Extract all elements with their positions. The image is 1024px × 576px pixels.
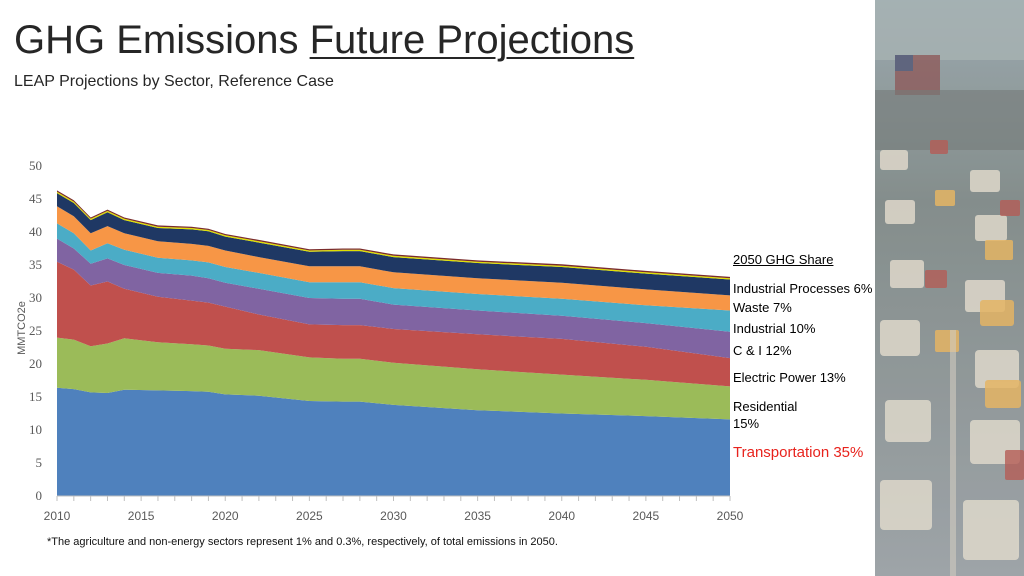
slide-title: GHG Emissions Future Projections <box>14 18 634 63</box>
y-tick-label: 40 <box>29 224 42 239</box>
y-tick-label: 50 <box>29 158 42 173</box>
chart-axes: 2010 2015 2020 2025 2030 2035 2040 2045 20500510… <box>29 158 744 523</box>
legend-item-industrial: Industrial 10% <box>733 321 816 336</box>
y-tick-label: 25 <box>29 323 42 338</box>
y-tick-label: 15 <box>29 389 42 404</box>
legend-item-transportation: Transportation 35% <box>733 444 864 461</box>
x-tick-label: 2015 <box>128 509 155 523</box>
area-industrial-processes <box>57 193 730 296</box>
x-tick-label: 2025 <box>296 509 323 523</box>
legend-item-ci: C & I 12% <box>733 343 792 358</box>
area-transportation <box>57 387 730 496</box>
y-tick-label: 45 <box>29 191 42 206</box>
legend-item-industrial-processes: Industrial Processes 6% <box>733 281 873 296</box>
y-tick-label: 35 <box>29 257 42 272</box>
traffic-photo <box>875 0 1024 576</box>
area-residential <box>57 337 730 420</box>
stacked-area-chart: 2010 2015 2020 2025 2030 2035 2040 2045 20500510… <box>16 158 744 523</box>
x-tick-label: 2030 <box>380 509 407 523</box>
y-tick-label: 20 <box>29 356 42 371</box>
area-industrial <box>57 223 730 332</box>
area-waste <box>57 206 730 311</box>
legend-item-electric-power: Electric Power 13% <box>733 370 846 385</box>
y-axis-label: MMTCO2e <box>16 301 28 355</box>
y-tick-label: 5 <box>36 455 43 470</box>
x-tick-label: 2020 <box>212 509 239 523</box>
area-electric-power <box>57 261 730 387</box>
x-tick-label: 2050 <box>717 509 744 523</box>
x-tick-label: 2040 <box>548 509 575 523</box>
y-tick-label: 0 <box>36 488 43 503</box>
title-underlined: Future Projections <box>309 18 635 62</box>
legend-item-waste: Waste 7% <box>733 300 792 315</box>
title-plain: GHG Emissions <box>14 18 310 62</box>
legend-item-residential-share: 15% <box>733 416 760 431</box>
area-c-i <box>57 238 730 359</box>
traffic-photo-graphic <box>875 0 1024 576</box>
x-tick-label: 2035 <box>464 509 491 523</box>
legend-heading: 2050 GHG Share <box>733 252 834 267</box>
x-tick-label: 2010 <box>44 509 71 523</box>
y-tick-label: 10 <box>29 422 42 437</box>
slide-subtitle: LEAP Projections by Sector, Reference Ca… <box>14 73 334 90</box>
legend-item-residential: Residential <box>733 399 798 414</box>
footnote: *The agriculture and non-energy sectors … <box>47 536 558 548</box>
chart-areas <box>57 190 730 496</box>
x-tick-label: 2045 <box>633 509 660 523</box>
y-tick-label: 30 <box>29 290 42 305</box>
